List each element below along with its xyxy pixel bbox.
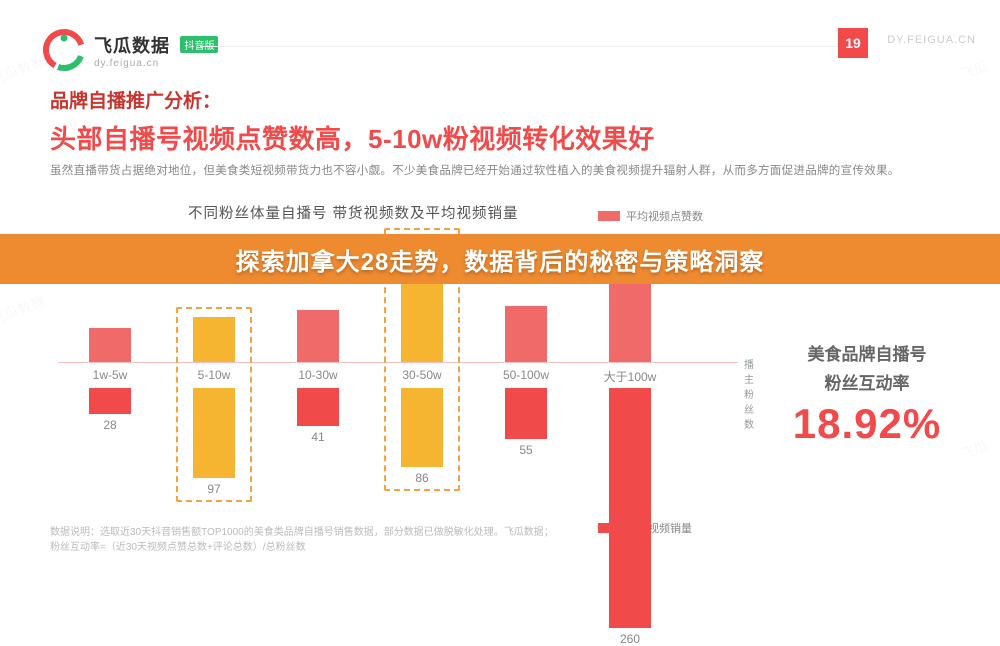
footnote: 数据说明：选取近30天抖音销售额TOP1000的美食类品牌自播号销售数据，部分数…	[50, 525, 554, 555]
stat-line1: 美食品牌自播号	[762, 340, 972, 365]
overlay-banner: 探索加拿大28走势，数据背后的秘密与策略洞察	[0, 234, 1000, 284]
stat-block: 美食品牌自播号 粉丝互动率 18.92%	[762, 340, 972, 448]
category-label: 10-30w	[266, 368, 370, 382]
footnote-line2: 粉丝互动率=（近30天视频点赞总数+评论总数）/总粉丝数	[50, 540, 554, 555]
header-divider	[200, 46, 840, 47]
xaxis-label: 播主粉丝数	[744, 356, 754, 431]
legend-label-likes: 平均视频点赞数	[626, 208, 703, 224]
legend-swatch-likes	[598, 211, 620, 221]
logo-icon	[42, 28, 86, 72]
title-block: 品牌自播推广分析： 头部自播号视频点赞数高，5-10w粉视频转化效果好	[50, 86, 655, 156]
description: 虽然直播带货占据绝对地位，但美食类短视频带货力也不容小觑。不少美食品牌已经开始通…	[50, 162, 900, 178]
bar-sales	[89, 388, 131, 414]
bar-likes	[297, 310, 339, 362]
headline: 头部自播号视频点赞数高，5-10w粉视频转化效果好	[50, 119, 655, 156]
legend-likes: 平均视频点赞数	[598, 208, 703, 224]
value-label: 55	[474, 443, 578, 457]
bar-sales	[609, 388, 651, 628]
chart-title: 不同粉丝体量自播号 带货视频数及平均视频销量	[188, 202, 519, 223]
brand-badge: 抖音版	[180, 36, 218, 53]
brand-url-small: dy.feigua.cn	[94, 58, 218, 69]
bar-likes	[505, 306, 547, 362]
stat-line2: 粉丝互动率	[762, 369, 972, 394]
stat-value: 18.92%	[762, 400, 972, 448]
category-label: 1w-5w	[58, 368, 162, 382]
overlay-banner-text: 探索加拿大28走势，数据背后的秘密与策略洞察	[236, 242, 765, 277]
bar-sales	[505, 388, 547, 439]
value-label: 260	[578, 632, 682, 646]
header: 飞瓜数据 抖音版 dy.feigua.cn	[42, 28, 218, 72]
bar-sales	[297, 388, 339, 426]
highlight-box	[176, 307, 252, 502]
category-label: 50-100w	[474, 368, 578, 382]
footnote-line1: 数据说明：选取近30天抖音销售额TOP1000的美食类品牌自播号销售数据，部分数…	[50, 525, 554, 540]
category-label: 大于100w	[578, 368, 682, 385]
value-label: 41	[266, 430, 370, 444]
page-url: DY.FEIGUA.CN	[887, 34, 976, 46]
page-number: 19	[838, 28, 868, 58]
bar-likes	[89, 328, 131, 362]
section-title: 品牌自播推广分析：	[50, 86, 655, 113]
value-label: 28	[58, 418, 162, 432]
brand-name: 飞瓜数据	[94, 36, 170, 56]
